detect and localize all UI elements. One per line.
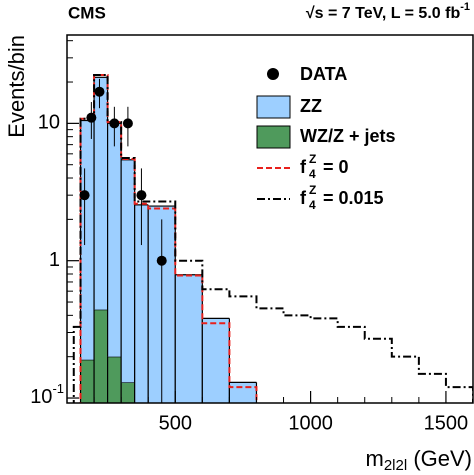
x-label-rest: (GeV) bbox=[407, 446, 472, 471]
legend-name: WZ/Z + jets bbox=[300, 126, 396, 146]
data-point bbox=[136, 190, 147, 201]
hist-bar bbox=[80, 359, 95, 403]
data-point bbox=[156, 255, 167, 266]
frame bbox=[66, 34, 474, 404]
legend-sup: Z bbox=[309, 183, 316, 197]
data-point bbox=[79, 190, 90, 201]
x-tick-label: 1000 bbox=[288, 412, 333, 434]
legend-swatch bbox=[256, 125, 291, 149]
legend-label: WZ/Z + jets bbox=[300, 126, 396, 146]
hist-bar bbox=[94, 309, 108, 403]
legend-swatch bbox=[256, 95, 291, 119]
experiment-label: CMS bbox=[68, 3, 106, 22]
legend-rest: = 0.015 bbox=[318, 188, 384, 208]
hist-line bbox=[72, 74, 473, 403]
data-point bbox=[94, 86, 105, 97]
legend-name: f bbox=[300, 157, 307, 177]
data-point bbox=[122, 118, 133, 129]
legend-rest: = 0 bbox=[318, 157, 349, 177]
hist-bar bbox=[121, 159, 135, 383]
plot-area bbox=[72, 74, 473, 403]
hist-bar bbox=[175, 274, 203, 403]
header-text: √s = 7 TeV, L = 5.0 fb bbox=[306, 5, 461, 22]
legend-name: f bbox=[300, 188, 307, 208]
y-tick-label: 1 bbox=[49, 249, 60, 271]
hist-bar bbox=[202, 318, 230, 403]
hist-bar bbox=[107, 123, 122, 357]
y-tick-label: 10-1 bbox=[30, 381, 64, 408]
header-sup: -1 bbox=[460, 1, 470, 13]
hist-bar bbox=[134, 204, 149, 403]
x-label-sub: 2l2l bbox=[384, 457, 407, 474]
legend-sub: 4 bbox=[309, 198, 316, 212]
hist-bar bbox=[121, 382, 135, 403]
y-tick-base: 10 bbox=[30, 386, 52, 408]
x-axis-label: m2l2l (GeV) bbox=[366, 446, 472, 474]
legend-label: DATA bbox=[300, 64, 347, 84]
legend-marker bbox=[267, 68, 279, 80]
header-label: √s = 7 TeV, L = 5.0 fb-1 bbox=[306, 1, 470, 22]
x-label-main: m bbox=[366, 446, 384, 471]
hist-bar bbox=[80, 120, 95, 360]
legend-label: ZZ bbox=[300, 96, 322, 116]
hist-bar bbox=[229, 382, 257, 403]
hist-bar bbox=[107, 356, 122, 403]
y-tick-label: 10 bbox=[38, 112, 60, 134]
legend-name: ZZ bbox=[300, 96, 322, 116]
hist-bar bbox=[94, 77, 108, 310]
y-axis-label: Events/bin bbox=[4, 35, 29, 138]
x-tick-label: 500 bbox=[159, 412, 192, 434]
x-tick-label: 1500 bbox=[424, 412, 469, 434]
y-tick-exp: -1 bbox=[52, 381, 64, 396]
data-point bbox=[86, 112, 97, 123]
legend-sub: 4 bbox=[309, 167, 316, 181]
data-point bbox=[109, 118, 120, 129]
legend-sup: Z bbox=[309, 152, 316, 166]
